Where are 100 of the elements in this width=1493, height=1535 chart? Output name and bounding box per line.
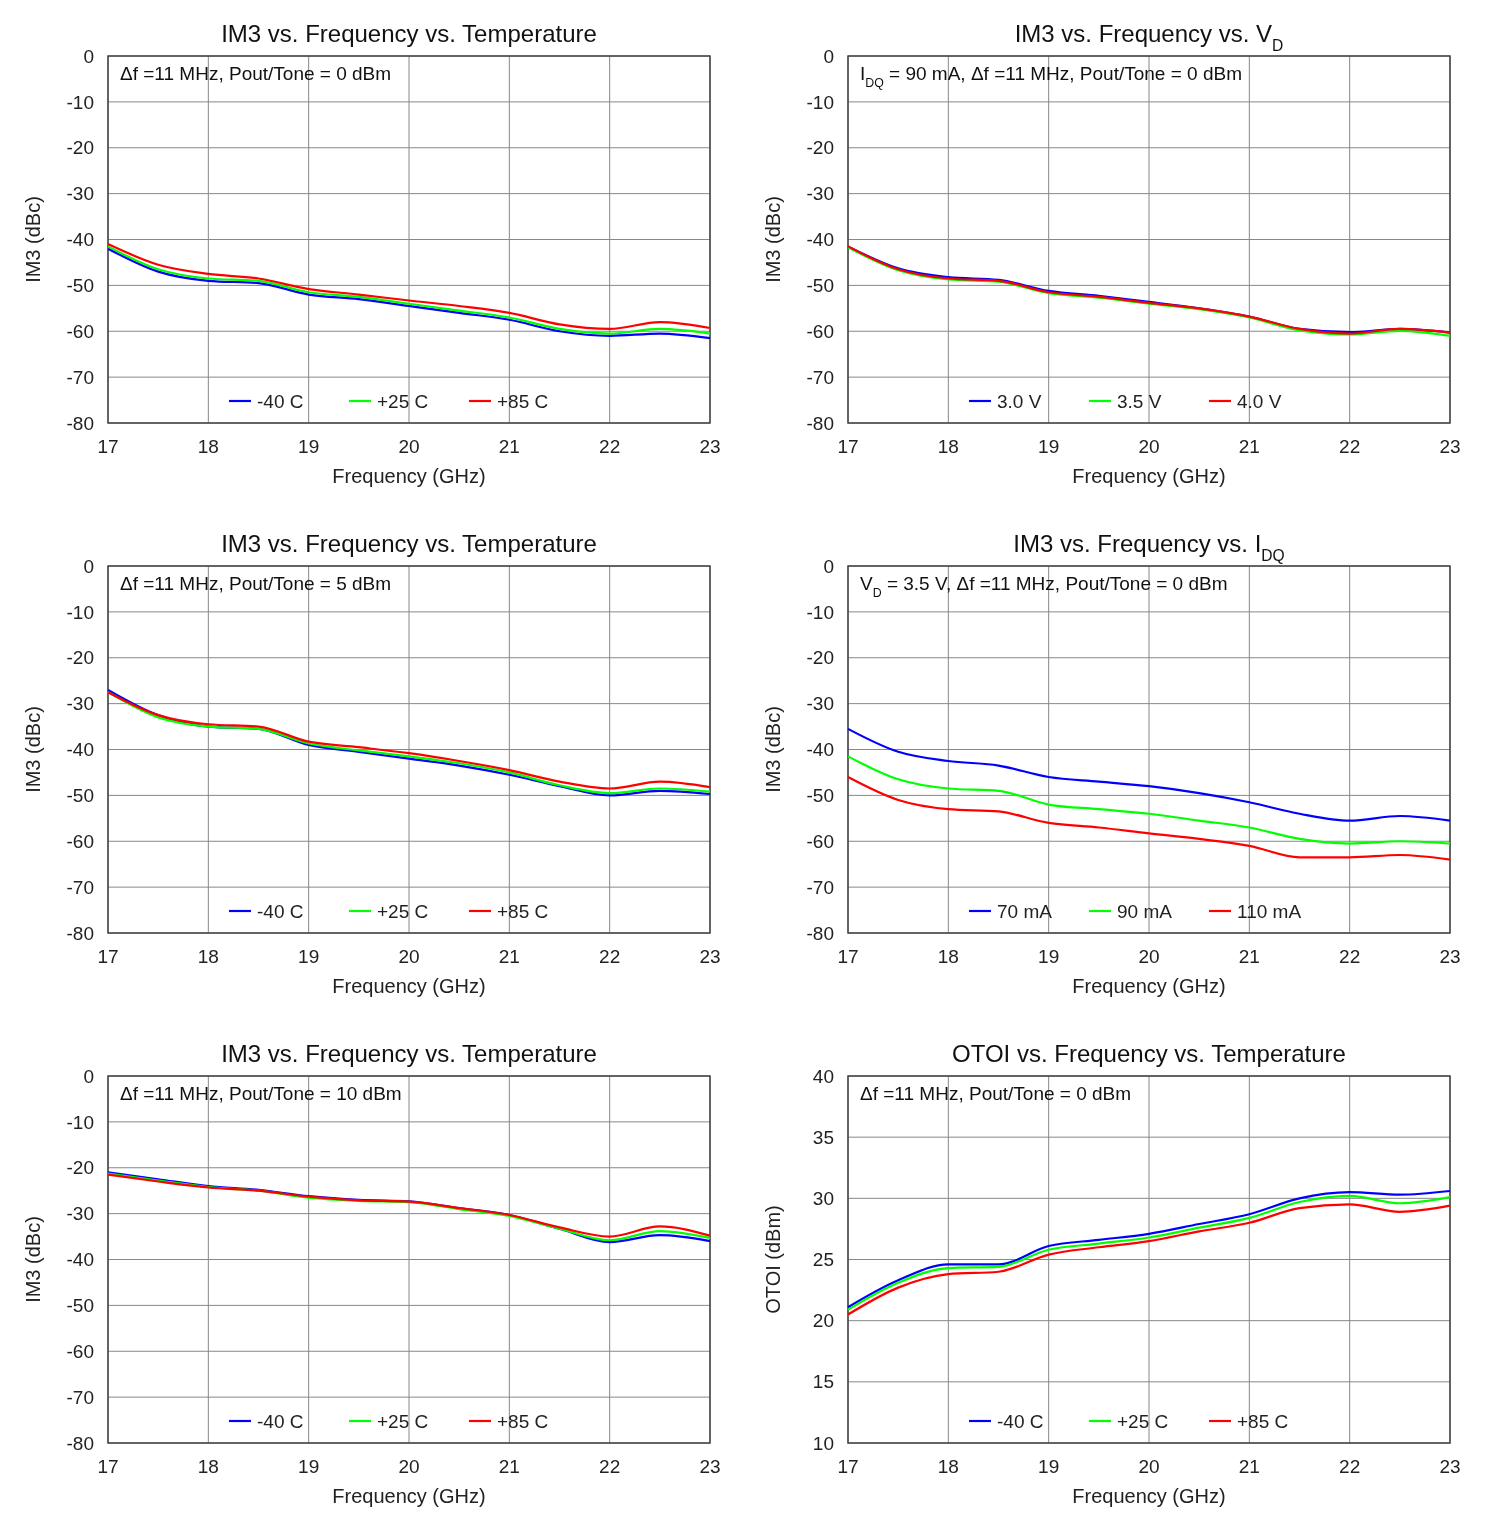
y-tick-label: 10 [812,1432,834,1454]
x-axis-title: Frequency (GHz) [332,1485,486,1507]
y-tick-label: -70 [806,876,834,898]
x-axis-title: Frequency (GHz) [332,465,486,487]
y-tick-label: -60 [66,1340,94,1362]
y-tick-label: -10 [66,601,94,623]
annotation: Δf =11 MHz, Pout/Tone = 5 dBm [120,573,392,594]
legend-label: 4.0 V [1237,390,1282,412]
x-tick-label: 18 [197,946,219,967]
x-tick-label: 17 [837,436,859,457]
x-tick-label: 18 [937,1456,959,1477]
y-axis-title: IM3 (dBc) [762,196,784,283]
y-tick-label: -10 [66,91,94,113]
x-tick-label: 22 [599,946,621,967]
x-tick-label: 23 [699,1456,721,1477]
y-tick-label: -10 [806,601,834,623]
legend-label: 3.0 V [997,390,1042,412]
y-tick-label: 25 [812,1249,834,1271]
y-tick-label: 0 [83,1065,94,1087]
x-tick-label: 20 [1138,436,1160,457]
annotation: I$_{DQ}$ = 90 mA, Δf =11 MHz, Pout/Tone = 0 dBm [860,63,1243,90]
y-tick-label: -30 [806,693,834,715]
y-tick-label: -80 [66,412,94,434]
y-tick-label: -80 [66,922,94,944]
x-tick-label: 17 [97,436,119,457]
y-tick-label: -80 [806,412,834,434]
x-tick-label: 19 [1038,946,1060,967]
line-series [846,775,1452,861]
x-tick-label: 21 [1238,436,1260,457]
x-tick-label: 20 [1138,946,1160,967]
x-tick-label: 18 [197,436,219,457]
annotation: Δf =11 MHz, Pout/Tone = 10 dBm [120,1083,402,1104]
y-tick-label: -50 [806,275,834,297]
y-tick-label: -30 [66,693,94,715]
x-tick-label: 18 [197,1456,219,1477]
y-axis-title: IM3 (dBc) [762,706,784,793]
x-tick-label: 20 [1138,1456,1160,1477]
line-series [846,727,1452,822]
y-tick-label: -50 [66,785,94,807]
y-tick-label: -70 [806,366,834,388]
x-tick-label: 20 [398,436,420,457]
legend-label: -40 C [257,390,304,412]
y-tick-label: -40 [66,229,94,251]
y-tick-label: -30 [66,183,94,205]
x-tick-label: 23 [699,946,721,967]
annotation: V$_{D}$ = 3.5 V, Δf =11 MHz, Pout/Tone = 0 dBm [860,573,1228,600]
legend-label: +25 C [1117,1410,1169,1432]
legend-label: -40 C [257,1410,304,1432]
legend-label: 110 mA [1237,900,1302,922]
x-tick-label: 20 [398,1456,420,1477]
chart-title: IM3 vs. Frequency vs. Temperature [221,1040,597,1067]
x-tick-label: 23 [1439,1456,1461,1477]
y-tick-label: 30 [812,1187,834,1209]
x-tick-label: 17 [837,946,859,967]
y-tick-label: -40 [806,229,834,251]
chart-title: IM3 vs. Frequency vs. V$_{D}$ [1014,20,1284,54]
y-tick-label: -20 [806,647,834,669]
y-tick-label: 35 [812,1126,834,1148]
y-tick-label: -40 [66,739,94,761]
y-tick-label: -70 [66,366,94,388]
legend-label: +25 C [377,1410,429,1432]
y-tick-label: -40 [66,1249,94,1271]
y-tick-label: 40 [812,1065,834,1087]
x-axis-title: Frequency (GHz) [1072,465,1226,487]
y-tick-label: 0 [83,555,94,577]
legend-label: +85 C [497,1410,549,1432]
x-tick-label: 22 [1339,436,1361,457]
x-tick-label: 23 [1439,436,1461,457]
x-tick-label: 19 [298,1456,320,1477]
legend-label: +85 C [1237,1410,1289,1432]
y-axis-title: IM3 (dBc) [22,706,44,793]
legend-label: +85 C [497,900,549,922]
x-tick-label: 21 [498,1456,520,1477]
y-tick-label: -70 [66,876,94,898]
chart-title: IM3 vs. Frequency vs. Temperature [221,530,597,557]
y-tick-label: -70 [66,1386,94,1408]
y-tick-label: -20 [806,137,834,159]
y-tick-label: -20 [66,647,94,669]
line-series [846,755,1452,845]
y-tick-label: -50 [806,785,834,807]
x-tick-label: 18 [937,436,959,457]
chart-title: OTOI vs. Frequency vs. Temperature [952,1040,1346,1067]
legend-label: -40 C [257,900,304,922]
x-tick-label: 22 [599,436,621,457]
x-tick-label: 17 [97,1456,119,1477]
x-tick-label: 23 [1439,946,1461,967]
y-tick-label: -60 [66,830,94,852]
x-tick-label: 21 [498,436,520,457]
y-tick-label: 0 [823,45,834,67]
y-tick-label: -30 [66,1203,94,1225]
legend-label: 70 mA [997,900,1053,922]
y-tick-label: -50 [66,1295,94,1317]
chart-title: IM3 vs. Frequency vs. I$_{DQ}$ [1013,530,1285,564]
y-tick-label: -20 [66,137,94,159]
y-axis-title: OTOI (dBm) [762,1205,784,1314]
y-tick-label: -50 [66,275,94,297]
legend-label: +85 C [497,390,549,412]
y-tick-label: -20 [66,1157,94,1179]
x-tick-label: 22 [599,1456,621,1477]
x-tick-label: 17 [837,1456,859,1477]
